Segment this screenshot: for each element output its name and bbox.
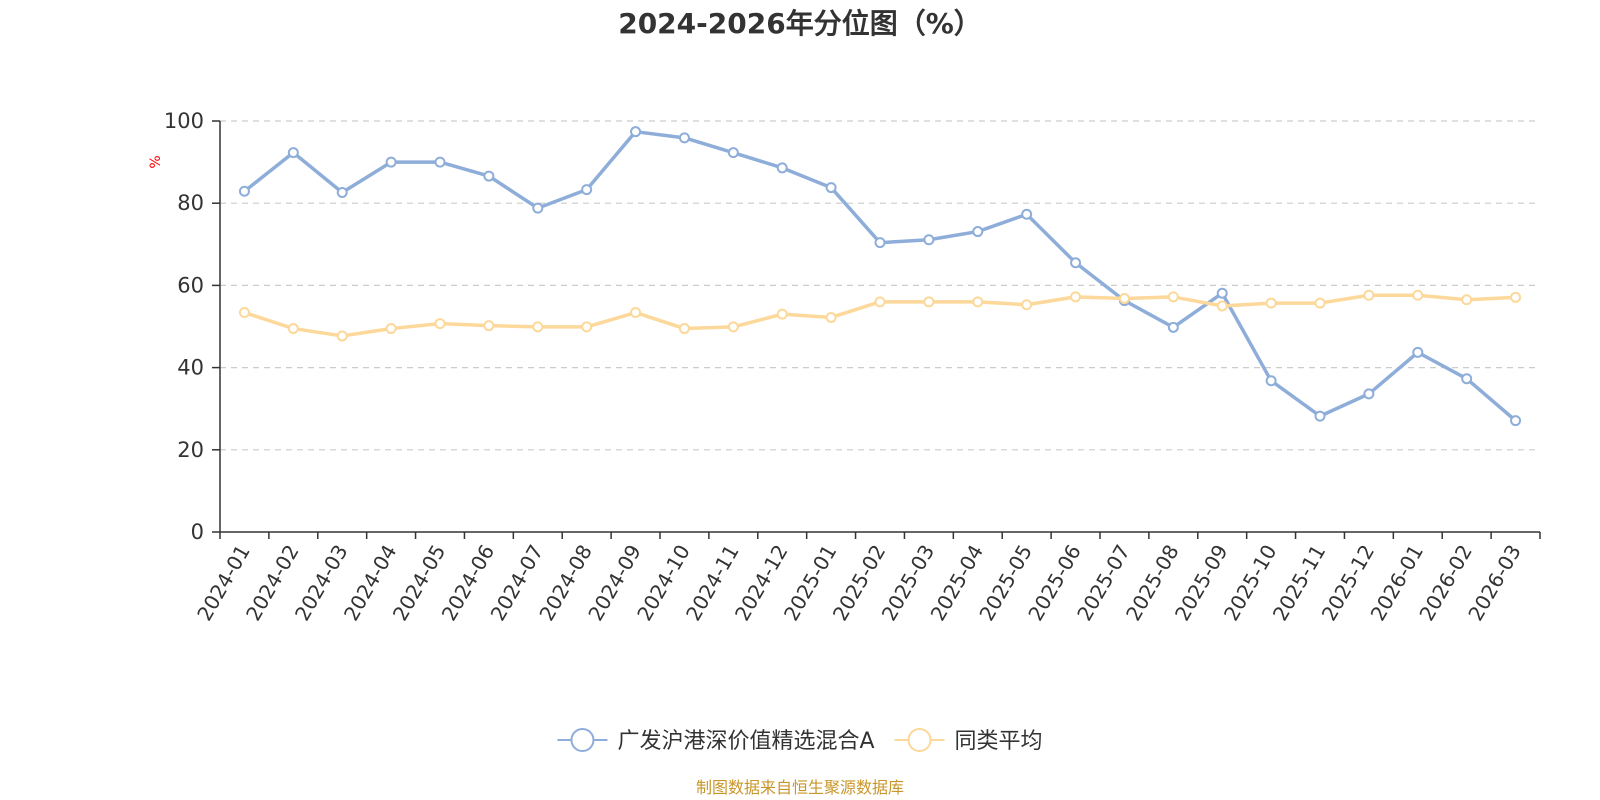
data-point	[727, 321, 739, 333]
data-point	[923, 296, 935, 308]
legend-item: 广发沪港深价值精选混合A	[557, 728, 875, 754]
data-point	[581, 184, 593, 196]
legend: 广发沪港深价值精选混合A 同类平均	[557, 728, 1043, 754]
data-point	[287, 147, 299, 159]
legend-circle-icon	[907, 728, 932, 752]
data-point	[1314, 410, 1326, 422]
data-point	[238, 185, 250, 197]
data-point	[532, 202, 544, 214]
data-point	[874, 296, 886, 308]
y-axis-label: %	[148, 155, 164, 168]
data-point	[678, 323, 690, 335]
y-tick-label: 60	[177, 273, 204, 297]
data-point	[727, 147, 739, 159]
series-line	[242, 129, 1518, 423]
legend-item: 同类平均	[894, 728, 1043, 754]
data-point	[923, 234, 935, 246]
data-point	[1118, 293, 1130, 305]
data-point	[1265, 297, 1277, 309]
legend-label: 同类平均	[955, 729, 1043, 754]
data-point	[825, 311, 837, 323]
legend-circle-icon	[570, 728, 595, 752]
data-point	[1021, 299, 1033, 311]
data-point	[385, 156, 397, 168]
data-point	[483, 320, 495, 332]
data-point	[1070, 291, 1082, 303]
data-point	[532, 321, 544, 333]
data-point	[1510, 291, 1522, 303]
data-point	[1412, 289, 1424, 301]
data-point	[776, 162, 788, 174]
data-point	[1070, 257, 1082, 269]
data-point	[1412, 346, 1424, 358]
data-point	[1461, 373, 1473, 385]
data-point	[1021, 208, 1033, 220]
data-point	[581, 321, 593, 333]
legend-label: 广发沪港深价值精选混合A	[617, 729, 874, 754]
data-point	[434, 156, 446, 168]
y-tick-label: 0	[191, 520, 204, 544]
chart-title: 2024-2026年分位图（%）	[618, 7, 982, 40]
data-point	[1461, 294, 1473, 306]
data-point	[238, 307, 250, 319]
axes	[212, 120, 1541, 539]
y-tick-label: 40	[177, 356, 204, 380]
series-1	[238, 126, 1522, 427]
data-point	[385, 323, 397, 335]
y-tick-label: 20	[177, 438, 204, 462]
data-point	[336, 330, 348, 342]
data-point	[972, 296, 984, 308]
grid-lines	[220, 120, 1540, 451]
data-point	[336, 187, 348, 199]
data-point	[776, 308, 788, 320]
data-point	[678, 132, 690, 144]
data-point	[1510, 415, 1522, 427]
data-point	[1167, 291, 1179, 303]
data-point	[434, 318, 446, 330]
data-point	[483, 170, 495, 182]
data-point	[1363, 289, 1375, 301]
data-point	[630, 126, 642, 138]
data-point	[630, 307, 642, 319]
data-point	[825, 182, 837, 194]
y-tick-label: 80	[177, 191, 204, 215]
series	[238, 126, 1522, 427]
data-point	[287, 323, 299, 335]
data-point	[874, 237, 886, 249]
data-point	[1363, 388, 1375, 400]
data-point	[1265, 375, 1277, 387]
data-point	[1314, 297, 1326, 309]
data-point	[1216, 287, 1228, 299]
x-tick-labels: 2024-012024-022024-032024-042024-052024-…	[192, 541, 1526, 625]
data-point	[1167, 321, 1179, 333]
y-tick-labels: 0 20 40 60 80 100	[164, 109, 204, 544]
data-point	[972, 226, 984, 238]
series-2	[238, 289, 1522, 342]
data-point	[1216, 300, 1228, 312]
source-note: 制图数据来自恒生聚源数据库	[696, 778, 904, 797]
y-tick-label: 100	[164, 109, 204, 133]
